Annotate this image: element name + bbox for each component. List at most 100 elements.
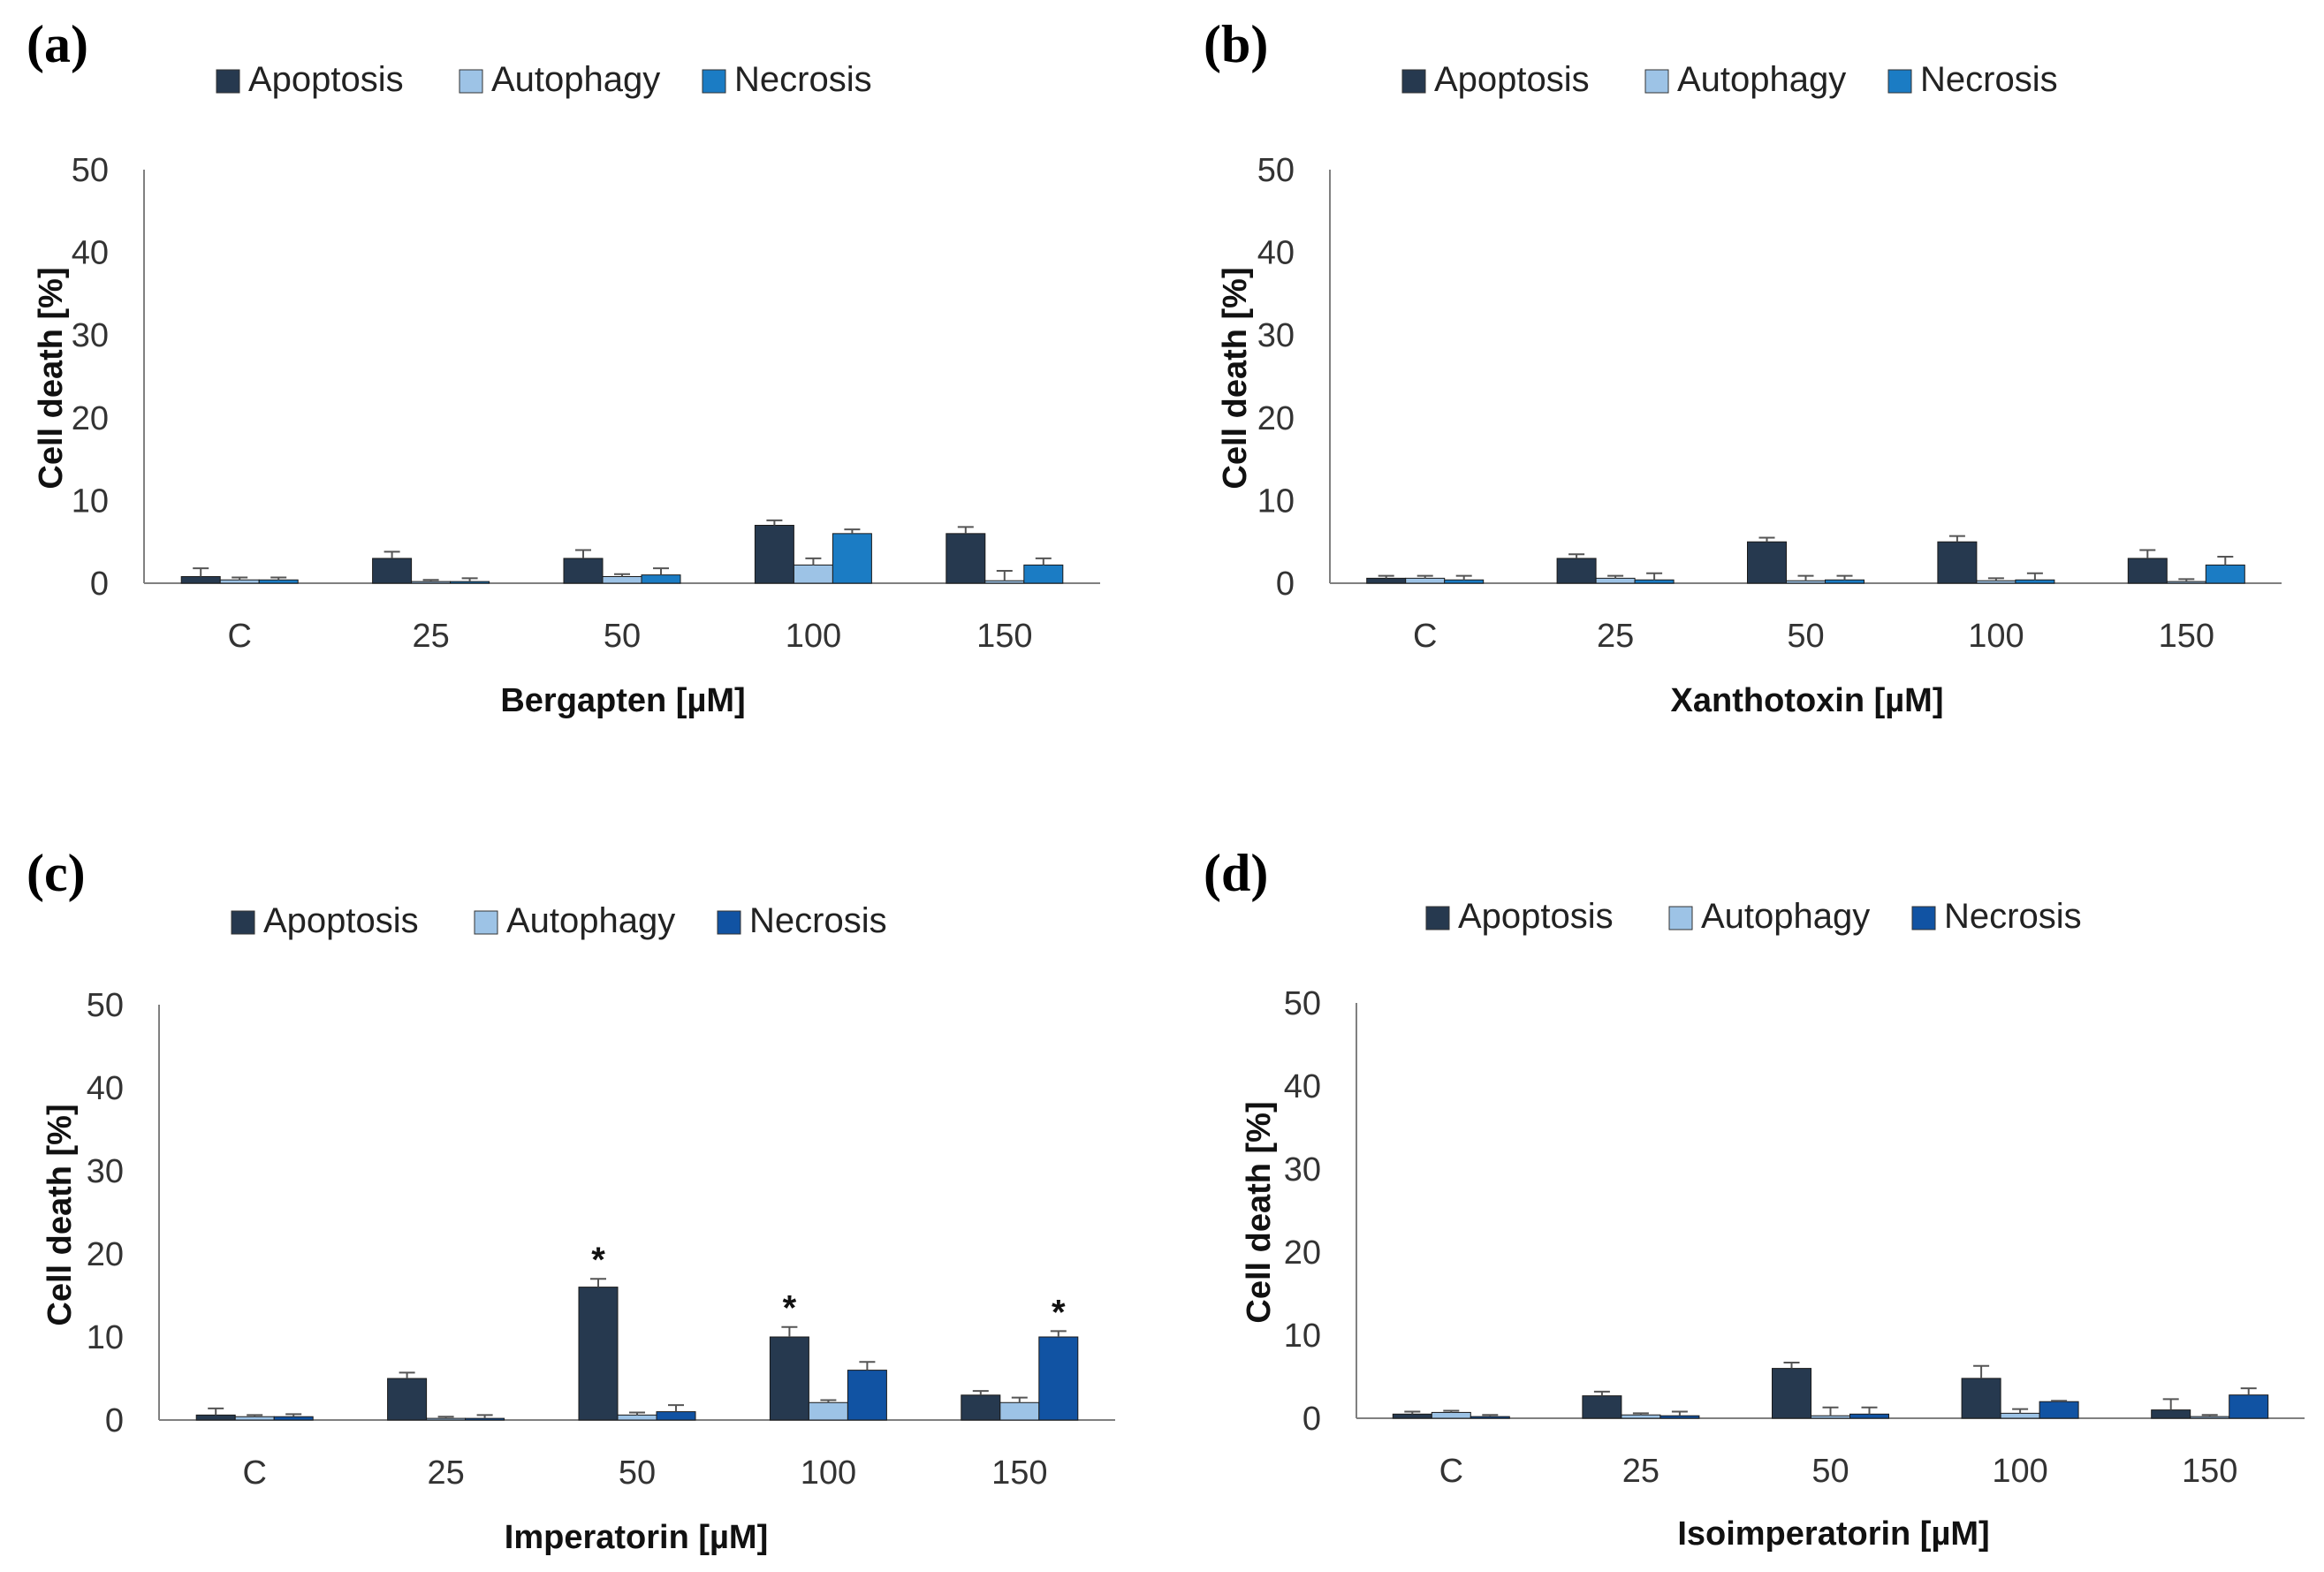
bar-necrosis-150 [2229,1394,2269,1419]
legend-swatch-autophagy [1644,69,1669,94]
bar-apoptosis-150 [961,1394,1001,1421]
bar-autophagy-150 [984,580,1025,584]
bar-necrosis-C [1470,1416,1510,1419]
y-axis-title: Cell death [%] [33,267,70,489]
bar-necrosis-C [1444,579,1485,584]
legend-label-apoptosis: Apoptosis [263,901,419,940]
legend-label-apoptosis: Apoptosis [1434,60,1590,99]
bar-necrosis-100 [2015,579,2055,584]
bar-autophagy-25 [426,1417,467,1421]
bar-apoptosis-150 [946,533,986,584]
x-tick-label: C [1413,618,1437,655]
x-tick-label: 100 [1968,618,2024,655]
bar-autophagy-25 [411,581,452,584]
legend: Apoptosis Autophagy Necrosis [231,901,887,940]
bar-necrosis-25 [1659,1415,1700,1419]
bar-autophagy-C [234,1416,275,1421]
bar-autophagy-50 [1786,580,1826,584]
chart-panel-2: (b) Apoptosis Autophagy Necrosis 0 10 20 30 40 50… [1204,15,2282,719]
y-tick-label: 50 [87,987,124,1024]
y-tick-label: 10 [72,482,109,520]
legend-label-necrosis: Necrosis [1920,60,2058,99]
x-tick-label: 25 [1622,1453,1659,1490]
y-tick-label: 20 [1257,400,1295,437]
x-tick-label: 50 [619,1454,656,1492]
x-tick-label: 100 [801,1454,856,1492]
bar-apoptosis-C [195,1414,236,1421]
chart-panel-4: (d) Apoptosis Autophagy Necrosis 0 10 20 30 40 50… [1204,844,2305,1553]
x-tick-label: 150 [2182,1453,2237,1490]
bar-necrosis-150 [1023,564,1064,584]
y-tick-label: 50 [1257,152,1295,189]
significance-marker: * [1052,1293,1066,1332]
bar-necrosis-C [258,579,299,584]
y-tick-label: 20 [1284,1234,1321,1272]
bar-apoptosis-50 [1772,1368,1811,1419]
x-axis-title: Imperatorin [µM] [505,1519,768,1556]
legend-label-necrosis: Necrosis [749,901,887,940]
bar-apoptosis-25 [372,558,413,584]
legend-label-apoptosis: Apoptosis [248,60,404,99]
bar-autophagy-50 [602,576,642,584]
legend-swatch-necrosis [702,69,726,94]
bar-apoptosis-C [180,576,221,584]
bar-necrosis-50 [641,574,681,584]
bar-apoptosis-150 [2127,558,2168,584]
y-tick-label: 10 [87,1319,124,1356]
panel-label: (b) [1204,15,1268,73]
y-tick-label: 30 [87,1153,124,1190]
x-tick-label: 100 [1992,1453,2047,1490]
bar-necrosis-25 [465,1417,505,1421]
chart-panel-3: (c) Apoptosis Autophagy Necrosis 0 10 20 30 40 50… [27,844,1115,1556]
y-tick-label: 40 [1257,235,1295,272]
significance-marker: * [783,1289,797,1328]
x-tick-label: 50 [1787,618,1824,655]
y-tick-label: 20 [72,400,109,437]
x-tick-label: 100 [786,618,841,655]
legend-label-necrosis: Necrosis [734,60,872,99]
x-tick-label: C [227,618,251,655]
y-tick-label: 0 [1276,566,1295,603]
bar-necrosis-C [273,1416,314,1421]
y-tick-label: 30 [72,317,109,354]
x-tick-label: 150 [976,618,1032,655]
y-tick-label: 0 [90,566,109,603]
bar-apoptosis-100 [769,1336,809,1421]
x-tick-label: 25 [427,1454,464,1492]
legend-swatch-autophagy [474,910,498,935]
bar-apoptosis-100 [754,524,794,584]
bar-necrosis-100 [847,1370,887,1421]
x-tick-label: 25 [412,618,449,655]
legend-swatch-apoptosis [1401,69,1426,94]
bar-apoptosis-50 [1747,541,1787,584]
panel-label: (c) [27,844,86,902]
legend: Apoptosis Autophagy Necrosis [1425,897,2082,936]
y-tick-label: 10 [1284,1318,1321,1355]
bar-apoptosis-C [1392,1413,1432,1419]
y-tick-label: 30 [1257,317,1295,354]
bar-necrosis-50 [1849,1413,1889,1419]
bar-apoptosis-C [1366,577,1407,584]
y-tick-label: 0 [105,1402,124,1439]
y-tick-label: 50 [1284,985,1321,1022]
bar-autophagy-50 [1811,1415,1850,1419]
panel-label: (d) [1204,844,1268,902]
x-tick-label: 50 [1811,1453,1849,1490]
bar-apoptosis-25 [1582,1395,1622,1419]
y-axis-title: Cell death [%] [1217,267,1254,489]
bar-necrosis-100 [832,533,872,584]
y-tick-label: 40 [87,1070,124,1107]
legend-label-necrosis: Necrosis [1944,897,2082,936]
bar-autophagy-C [219,579,260,584]
bar-apoptosis-150 [2151,1409,2191,1419]
y-tick-label: 40 [1284,1068,1321,1105]
legend-swatch-apoptosis [1425,906,1450,930]
y-axis-title: Cell death [%] [1241,1101,1278,1323]
x-tick-label: 150 [991,1454,1047,1492]
y-tick-label: 40 [72,235,109,272]
y-axis-title: Cell death [%] [42,1104,79,1325]
bar-necrosis-100 [2039,1401,2079,1419]
significance-marker: * [591,1241,605,1280]
bar-apoptosis-100 [1961,1378,2001,1419]
